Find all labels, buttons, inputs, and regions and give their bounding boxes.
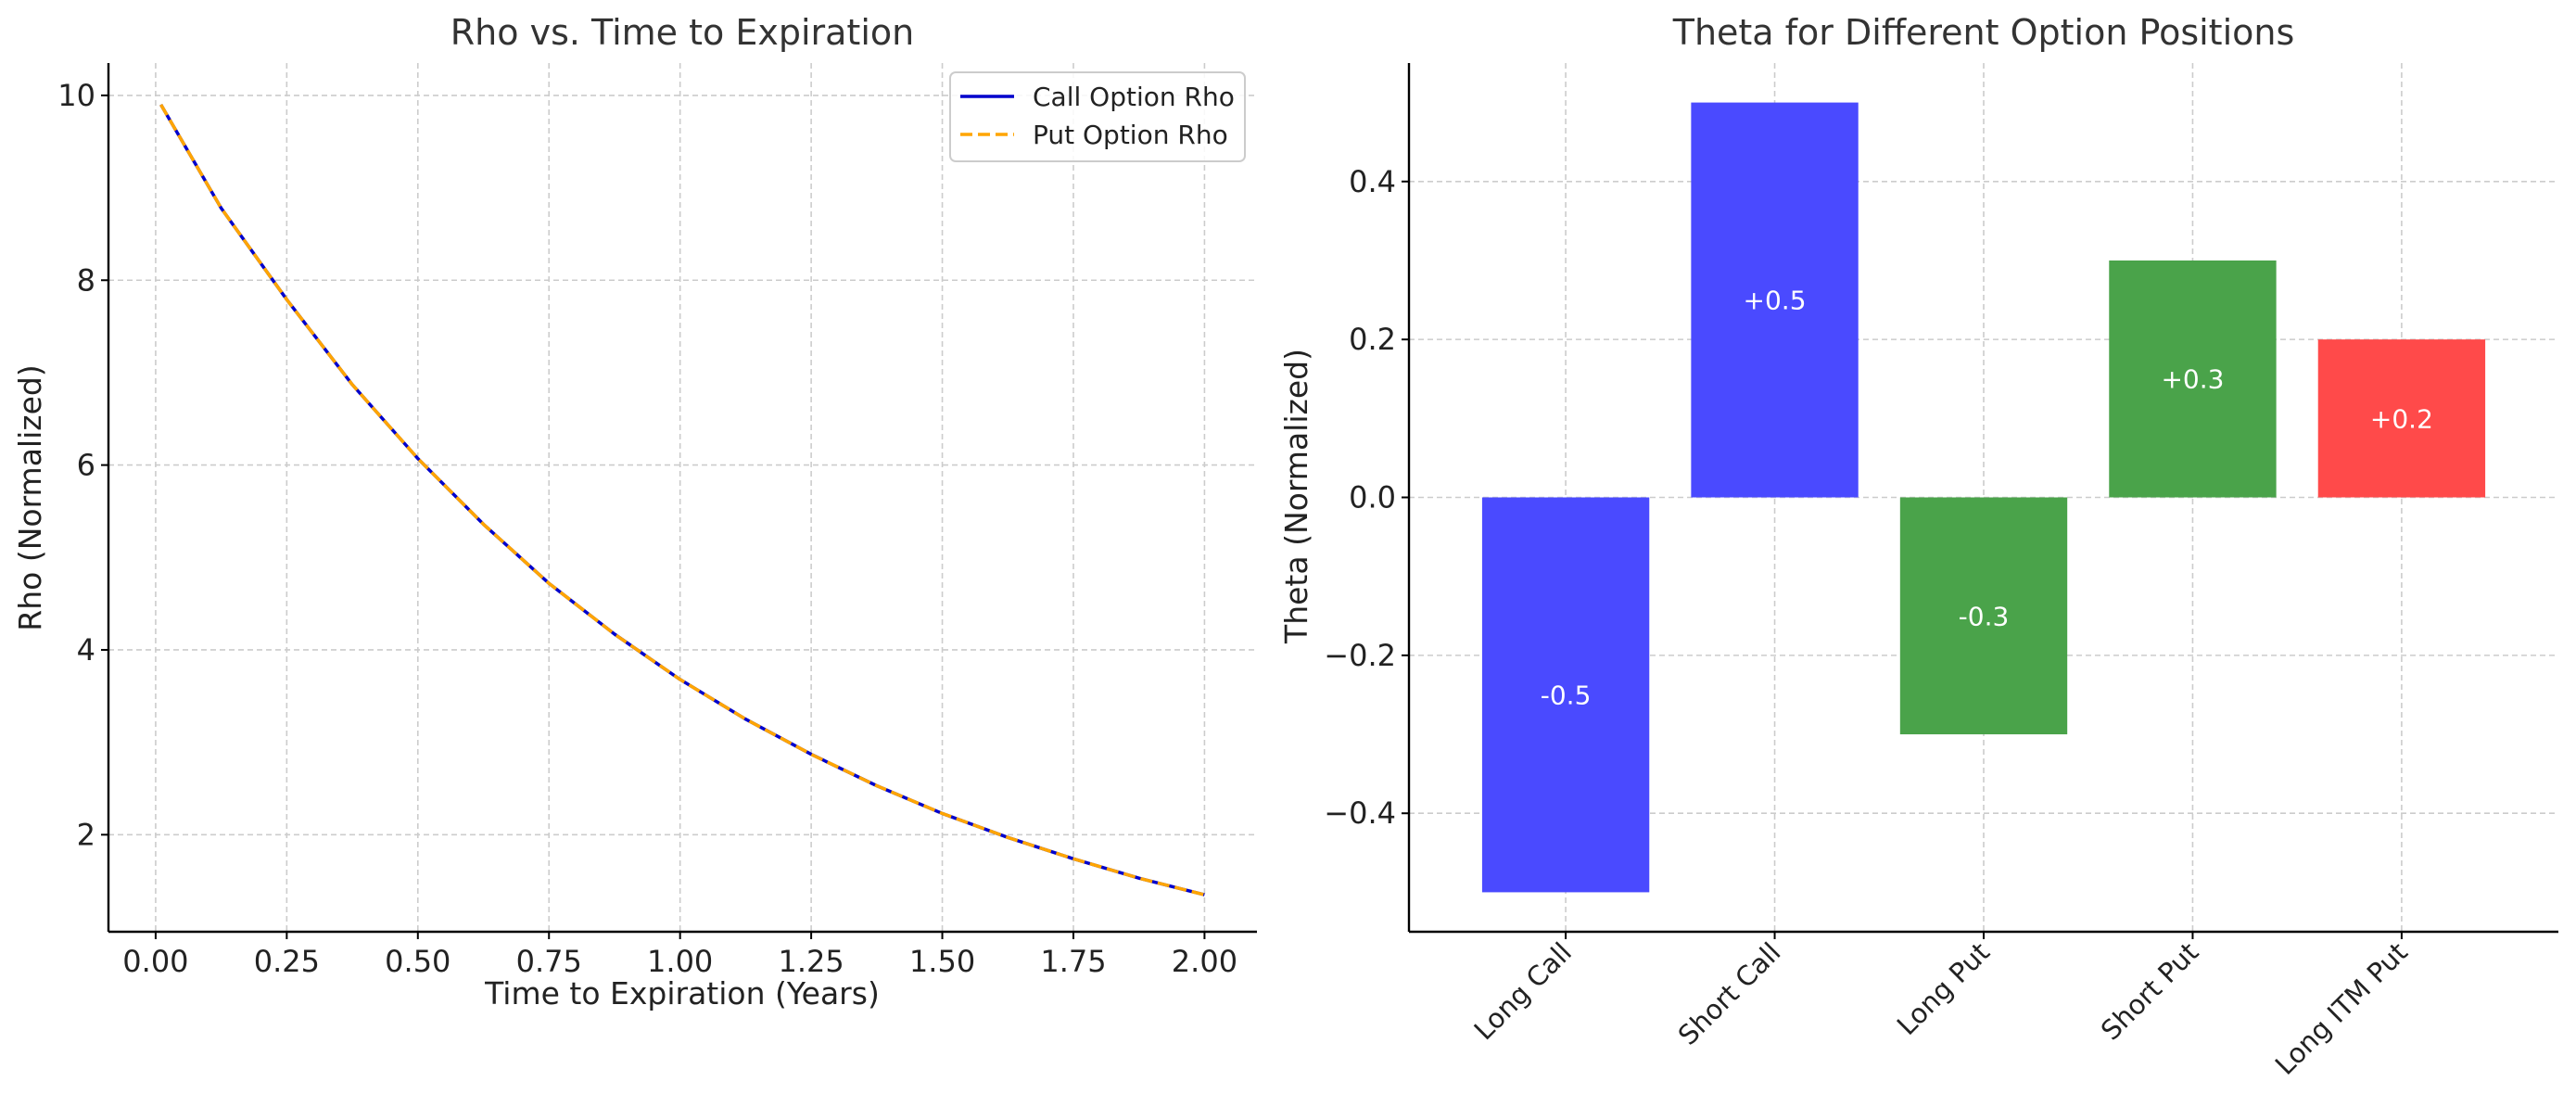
rho-series <box>159 104 1205 897</box>
theta-y-tick-label: 0.2 <box>1349 322 1396 357</box>
rho-x-tick-label: 2.00 <box>1172 944 1237 979</box>
rho-y-tick-label: 2 <box>77 817 95 852</box>
rho-y-tick-label: 10 <box>57 78 95 113</box>
rho-x-axis-label: Time to Expiration (Years) <box>484 975 880 1011</box>
legend-label-put-rho: Put Option Rho <box>1033 120 1228 150</box>
rho-y-tick-label: 8 <box>77 262 95 298</box>
rho-x-tick-label: 1.25 <box>778 944 844 979</box>
rho-chart-title: Rho vs. Time to Expiration <box>450 12 914 53</box>
rho-y-tick-label: 6 <box>77 448 95 483</box>
theta-chart-title: Theta for Different Option Positions <box>1672 12 2295 53</box>
bar-long-put <box>1899 497 2068 735</box>
series-line-call-option-rho <box>159 104 1205 897</box>
rho-chart: Rho vs. Time to Expiration 0.00 0.25 0.50 0… <box>12 12 1257 1011</box>
category-label-long-call: Long Call <box>1468 936 1578 1046</box>
theta-chart: Theta for Different Option Positions -0.… <box>1278 12 2558 1081</box>
legend-label-call-rho: Call Option Rho <box>1033 82 1235 112</box>
theta-y-tick-label: 0.4 <box>1349 164 1396 199</box>
rho-y-axis-label: Rho (Normalized) <box>12 364 48 630</box>
category-label-short-call: Short Call <box>1672 936 1787 1051</box>
rho-y-tick-label: 4 <box>77 632 95 668</box>
category-label-long-put: Long Put <box>1891 936 1996 1041</box>
rho-x-tick-label: 1.00 <box>647 944 713 979</box>
rho-x-tick-label: 0.00 <box>122 944 188 979</box>
rho-legend: Call Option Rho Put Option Rho <box>949 71 1246 162</box>
legend-frame <box>949 71 1246 162</box>
bar-long-call <box>1481 497 1650 893</box>
bar-value-label-long-put: -0.3 <box>1959 601 2010 631</box>
rho-x-tick-label: 0.25 <box>254 944 320 979</box>
bar-short-put <box>2109 260 2277 498</box>
theta-y-tick-label: 0.0 <box>1349 480 1396 515</box>
bar-long-itm-put <box>2317 339 2486 498</box>
category-label-short-put: Short Put <box>2095 936 2205 1047</box>
bar-value-label-short-put: +0.3 <box>2161 364 2224 395</box>
rho-x-tick-label: 1.75 <box>1040 944 1106 979</box>
category-label-long-itm-put: Long ITM Put <box>2269 936 2414 1081</box>
theta-y-tick-label: −0.2 <box>1324 638 1396 673</box>
rho-x-tick-label: 0.75 <box>516 944 582 979</box>
rho-grid <box>108 63 1257 932</box>
bar-value-label-short-call: +0.5 <box>1744 286 1807 316</box>
rho-x-tick-label: 0.50 <box>385 944 450 979</box>
theta-y-tick-label: −0.4 <box>1324 795 1396 831</box>
rho-ticks: 0.00 0.25 0.50 0.75 1.00 1.25 1.50 1.75 2.00 2 4 6 8… <box>57 78 1237 979</box>
theta-y-axis-label: Theta (Normalized) <box>1278 349 1314 644</box>
series-line-put-option-rho <box>159 104 1205 897</box>
bar-short-call <box>1691 102 1859 498</box>
bar-value-label-long-itm-put: +0.2 <box>2370 403 2433 434</box>
rho-x-tick-label: 1.50 <box>909 944 975 979</box>
theta-bars: -0.5 +0.5 -0.3 +0.3 +0.2 <box>1481 102 2486 893</box>
bar-value-label-long-call: -0.5 <box>1541 680 1592 710</box>
